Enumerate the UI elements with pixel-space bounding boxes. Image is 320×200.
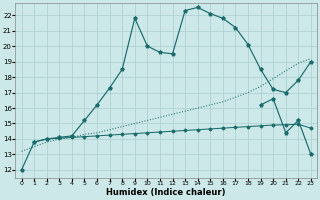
X-axis label: Humidex (Indice chaleur): Humidex (Indice chaleur) (107, 188, 226, 197)
